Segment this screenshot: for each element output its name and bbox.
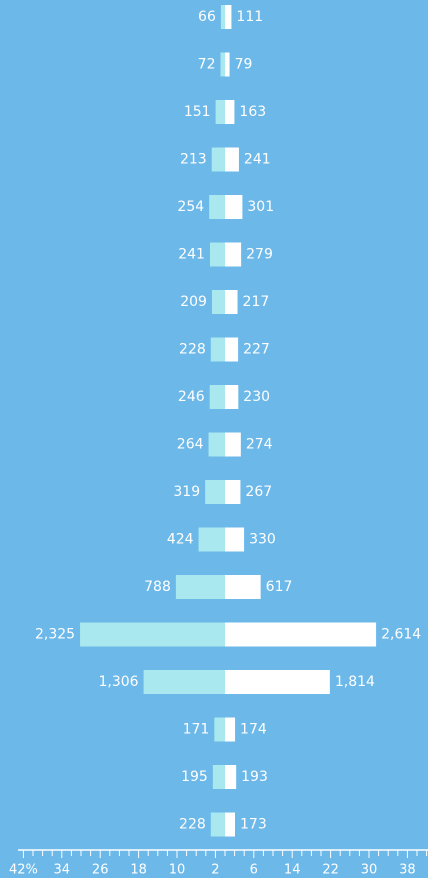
bar [215, 100, 225, 124]
bar [225, 52, 230, 77]
value-label: 264 [177, 437, 204, 453]
bar [214, 717, 225, 742]
bar [225, 100, 235, 124]
value-label: 217 [243, 294, 270, 310]
value-label: 227 [243, 342, 270, 358]
value-label: 151 [184, 104, 211, 120]
value-label: 1,814 [335, 674, 375, 690]
value-label: 111 [236, 9, 263, 25]
value-label: 174 [240, 722, 267, 738]
value-label: 279 [246, 247, 273, 263]
bar [225, 385, 239, 409]
x-tick-label: 38 [399, 863, 416, 878]
bar [220, 52, 225, 77]
value-label: 213 [180, 152, 207, 168]
bar [209, 195, 225, 219]
value-label: 274 [246, 437, 273, 453]
bar [225, 765, 237, 789]
bar [225, 432, 241, 457]
bar [210, 812, 225, 837]
value-label: 246 [178, 389, 205, 405]
value-label: 193 [241, 769, 268, 785]
bar [225, 195, 243, 219]
value-label: 241 [178, 247, 205, 263]
value-label: 330 [249, 532, 276, 548]
bar [143, 670, 225, 694]
value-label: 301 [247, 199, 274, 215]
value-label: 72 [198, 57, 216, 73]
value-label: 171 [183, 722, 210, 738]
bar [208, 432, 225, 457]
x-tick-label: 42% [9, 863, 38, 878]
bar [225, 622, 377, 647]
x-tick-label: 26 [92, 863, 109, 878]
value-label: 209 [180, 294, 207, 310]
bar [225, 527, 245, 552]
bar [209, 242, 225, 267]
value-label: 163 [239, 104, 266, 120]
bar [225, 5, 232, 29]
x-tick-label: 30 [361, 863, 378, 878]
value-label: 230 [243, 389, 270, 405]
bar [225, 480, 241, 504]
x-tick-label: 10 [169, 863, 186, 878]
value-label: 1,306 [98, 674, 138, 690]
value-label: 424 [167, 532, 194, 548]
value-label: 319 [173, 484, 200, 500]
value-label: 241 [244, 152, 271, 168]
value-label: 228 [179, 817, 206, 833]
bar [212, 765, 225, 789]
x-tick-label: 22 [322, 863, 339, 878]
value-label: 2,325 [35, 627, 75, 643]
x-tick-label: 2 [211, 863, 219, 878]
bar [175, 575, 225, 599]
bar [225, 670, 330, 694]
value-label: 173 [240, 817, 267, 833]
x-tick-label: 18 [130, 863, 147, 878]
bar [209, 385, 225, 409]
bar [210, 337, 225, 362]
bar [225, 290, 238, 314]
bar [225, 242, 242, 267]
value-label: 195 [181, 769, 208, 785]
value-label: 2,614 [381, 627, 421, 643]
value-label: 267 [245, 484, 272, 500]
bar [220, 5, 225, 29]
value-label: 788 [144, 579, 171, 595]
bar [225, 147, 239, 172]
x-tick-label: 6 [250, 863, 258, 878]
bar [80, 622, 225, 647]
bar [198, 527, 225, 552]
bar [205, 480, 225, 504]
bar [225, 575, 261, 599]
bar [211, 290, 225, 314]
value-label: 617 [266, 579, 293, 595]
value-label: 228 [179, 342, 206, 358]
bar [225, 812, 235, 837]
value-label: 66 [198, 9, 216, 25]
x-tick-label: 34 [54, 863, 71, 878]
bar [211, 147, 225, 172]
bar [225, 717, 236, 742]
x-tick-label: 14 [284, 863, 301, 878]
bar [225, 337, 239, 362]
value-label: 79 [235, 57, 253, 73]
value-label: 254 [177, 199, 204, 215]
